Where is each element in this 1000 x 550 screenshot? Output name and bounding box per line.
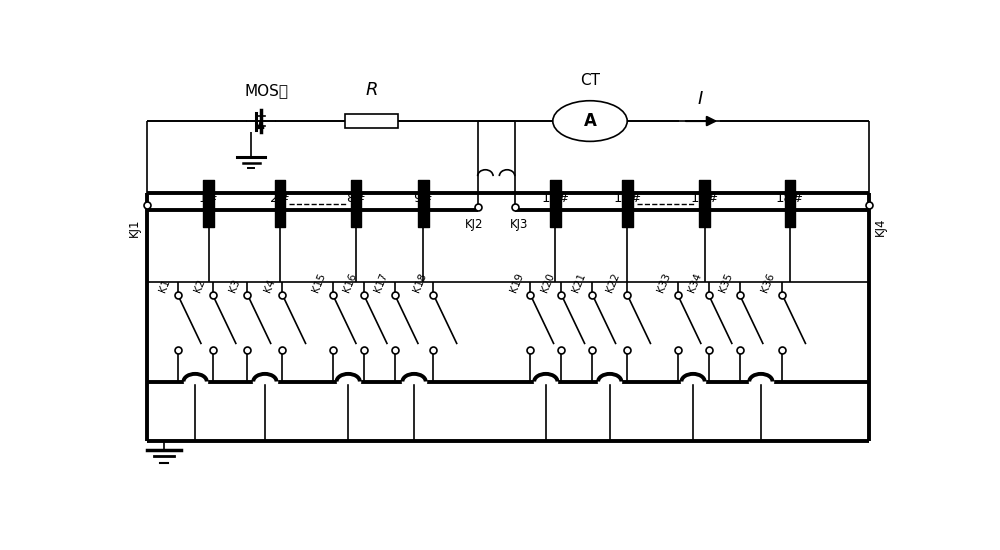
- Text: K17: K17: [373, 271, 389, 293]
- Text: K36: K36: [760, 271, 777, 293]
- Text: 2#: 2#: [270, 192, 290, 205]
- Text: K33: K33: [655, 271, 672, 293]
- Bar: [184, 373, 207, 383]
- Text: 17#: 17#: [691, 192, 719, 205]
- Text: K34: K34: [686, 271, 703, 293]
- Text: K16: K16: [342, 271, 358, 293]
- Text: K22: K22: [605, 271, 622, 293]
- Text: K3: K3: [228, 277, 242, 293]
- Text: K4: K4: [263, 277, 277, 293]
- Bar: [345, 114, 398, 129]
- Text: 11#: 11#: [613, 192, 641, 205]
- Text: 8#: 8#: [346, 192, 366, 205]
- Text: MOS管: MOS管: [245, 82, 289, 98]
- Bar: [337, 373, 360, 383]
- Bar: [253, 373, 277, 383]
- Text: K19: K19: [508, 271, 525, 293]
- Text: KJ1: KJ1: [128, 218, 140, 237]
- Text: KJ4: KJ4: [874, 218, 887, 236]
- Text: CT: CT: [580, 73, 600, 88]
- Text: K21: K21: [570, 271, 587, 293]
- Text: K15: K15: [311, 271, 327, 293]
- Bar: [402, 373, 426, 383]
- Bar: [749, 373, 773, 383]
- Text: 1#: 1#: [199, 192, 219, 205]
- Text: K20: K20: [539, 271, 556, 293]
- Bar: [681, 373, 705, 383]
- Text: R: R: [365, 81, 378, 99]
- Text: KJ3: KJ3: [510, 218, 528, 230]
- Circle shape: [553, 101, 627, 141]
- Text: K18: K18: [411, 271, 428, 293]
- Text: I: I: [697, 90, 703, 108]
- Text: 18#: 18#: [776, 192, 804, 205]
- Bar: [598, 373, 621, 383]
- Text: KJ2: KJ2: [464, 218, 483, 230]
- Text: K2: K2: [193, 277, 207, 293]
- Text: 9#: 9#: [414, 192, 433, 205]
- Text: K1: K1: [158, 277, 172, 293]
- Text: K35: K35: [717, 271, 734, 293]
- Text: 10#: 10#: [541, 192, 569, 205]
- Bar: [534, 373, 557, 383]
- Text: A: A: [584, 112, 596, 130]
